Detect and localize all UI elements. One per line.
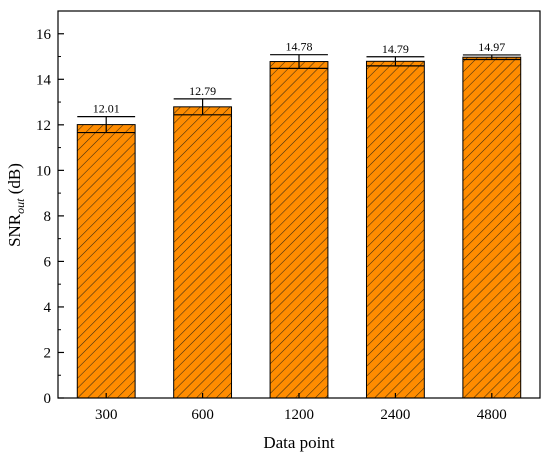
x-tick-label-2400: 2400 — [380, 407, 410, 423]
error-bar-2400 — [366, 56, 425, 67]
data-labels: 12.01 12.79 14.78 14.79 14.97 — [93, 40, 506, 116]
error-bar-300 — [77, 116, 136, 134]
data-label-2400: 14.79 — [382, 42, 409, 56]
data-label-300: 12.01 — [93, 102, 120, 116]
y-tick-label-14: 14 — [36, 72, 52, 88]
y-tick-label-0: 0 — [44, 391, 52, 407]
bar-hatch-1200 — [269, 61, 329, 399]
y-tick-label-6: 6 — [44, 254, 52, 270]
bar-4800 — [462, 56, 522, 399]
x-tick-label-4800: 4800 — [477, 407, 507, 423]
bar-300 — [76, 124, 136, 399]
bar-600 — [173, 106, 233, 399]
y-axis-label-unit: (dB) — [5, 163, 24, 198]
error-bar-1200 — [270, 54, 328, 69]
y-tick-label-8: 8 — [44, 209, 52, 225]
bar-hatch-300 — [76, 124, 136, 399]
x-tick-label-600: 600 — [191, 407, 214, 423]
x-tick-label-1200: 1200 — [284, 407, 314, 423]
y-tick-label-10: 10 — [36, 163, 51, 179]
y-axis-label-subscript: out — [13, 198, 27, 214]
y-tick-label-4: 4 — [44, 300, 52, 316]
y-tick-label-16: 16 — [36, 27, 52, 43]
x-tick-label-300: 300 — [95, 407, 118, 423]
bars — [76, 56, 522, 399]
bar-hatch-600 — [173, 106, 233, 399]
data-label-1200: 14.78 — [286, 40, 313, 54]
error-bars — [77, 54, 521, 134]
x-axis: 300 600 1200 2400 4800 — [95, 393, 507, 423]
y-tick-label-12: 12 — [36, 118, 51, 134]
bar-2400 — [365, 60, 425, 399]
bar-hatch-2400 — [365, 60, 425, 399]
error-bar-4800 — [462, 54, 521, 61]
bar-1200 — [269, 61, 329, 399]
bar-hatch-4800 — [462, 56, 522, 399]
y-axis-label-main: SNR — [5, 213, 24, 247]
x-axis-label: Data point — [263, 433, 335, 452]
y-axis: 0 2 4 6 8 10 12 14 16 — [36, 27, 64, 407]
y-tick-label-2: 2 — [44, 345, 52, 361]
y-axis-label: SNRout (dB) — [5, 163, 27, 247]
data-label-4800: 14.97 — [478, 40, 505, 54]
error-bar-600 — [173, 98, 232, 116]
data-label-600: 12.79 — [189, 84, 216, 98]
